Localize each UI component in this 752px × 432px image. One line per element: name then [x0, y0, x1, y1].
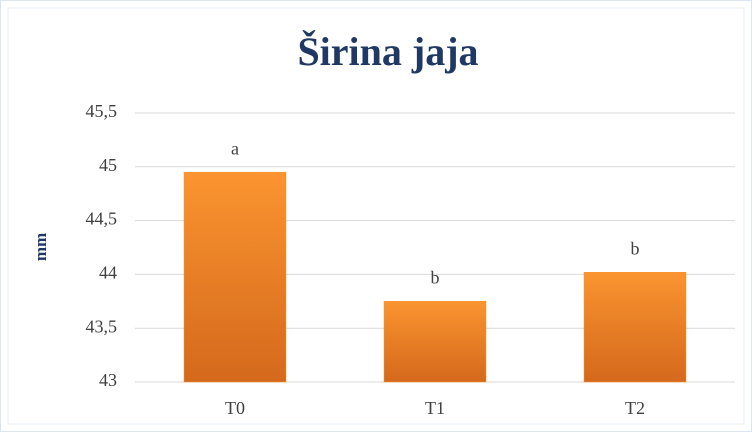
chart-title: Širina jaja — [297, 29, 478, 74]
y-tick-label: 45,5 — [86, 101, 118, 121]
y-tick-label: 45 — [99, 155, 117, 175]
x-tick-label: T2 — [625, 398, 645, 418]
annotation: b — [631, 238, 640, 258]
bar — [583, 271, 687, 383]
y-tick-label: 43,5 — [86, 316, 118, 336]
y-tick-label: 43 — [99, 370, 117, 390]
x-tick-label: T0 — [225, 398, 245, 418]
bar — [183, 171, 287, 383]
y-axis-label: mm — [31, 233, 50, 261]
y-tick-label: 44,5 — [86, 209, 118, 229]
annotation: b — [431, 267, 440, 287]
annotation: a — [231, 138, 239, 158]
x-tick-label: T1 — [425, 398, 445, 418]
bar — [383, 301, 487, 383]
inner-frame — [7, 7, 745, 425]
y-tick-label: 44 — [99, 263, 117, 283]
